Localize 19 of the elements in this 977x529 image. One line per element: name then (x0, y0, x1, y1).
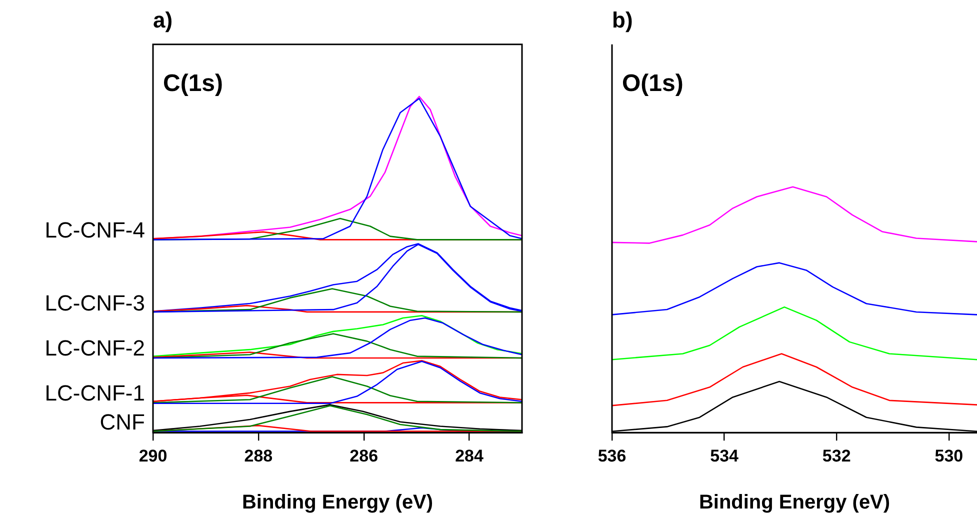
x-axis-title: Binding Energy (eV) (698, 492, 890, 514)
series-label: CNF (100, 410, 145, 435)
text: O(1s) (622, 70, 684, 98)
x-tick-label: 530 (934, 446, 964, 466)
chart-title: b) (612, 7, 633, 32)
x-tick-label: 532 (822, 446, 851, 466)
x-tick-label: 288 (244, 446, 273, 466)
x-tick-label: 290 (138, 446, 168, 466)
series-label: LC-CNF-3 (44, 290, 145, 316)
annotation: C(1s) (163, 70, 224, 98)
x-tick-label: 536 (598, 446, 626, 466)
series-label: LC-CNF-1 (44, 380, 145, 406)
series-label: LC-CNF-2 (44, 335, 145, 360)
series-label: LC-CNF-4 (44, 218, 145, 243)
x-tick-label: 284 (455, 446, 484, 466)
chart-title: a) (153, 7, 173, 32)
x-tick-label: 534 (710, 446, 740, 466)
x-axis-title: Binding Energy (eV) (242, 492, 434, 514)
x-tick-label: 286 (350, 446, 378, 466)
